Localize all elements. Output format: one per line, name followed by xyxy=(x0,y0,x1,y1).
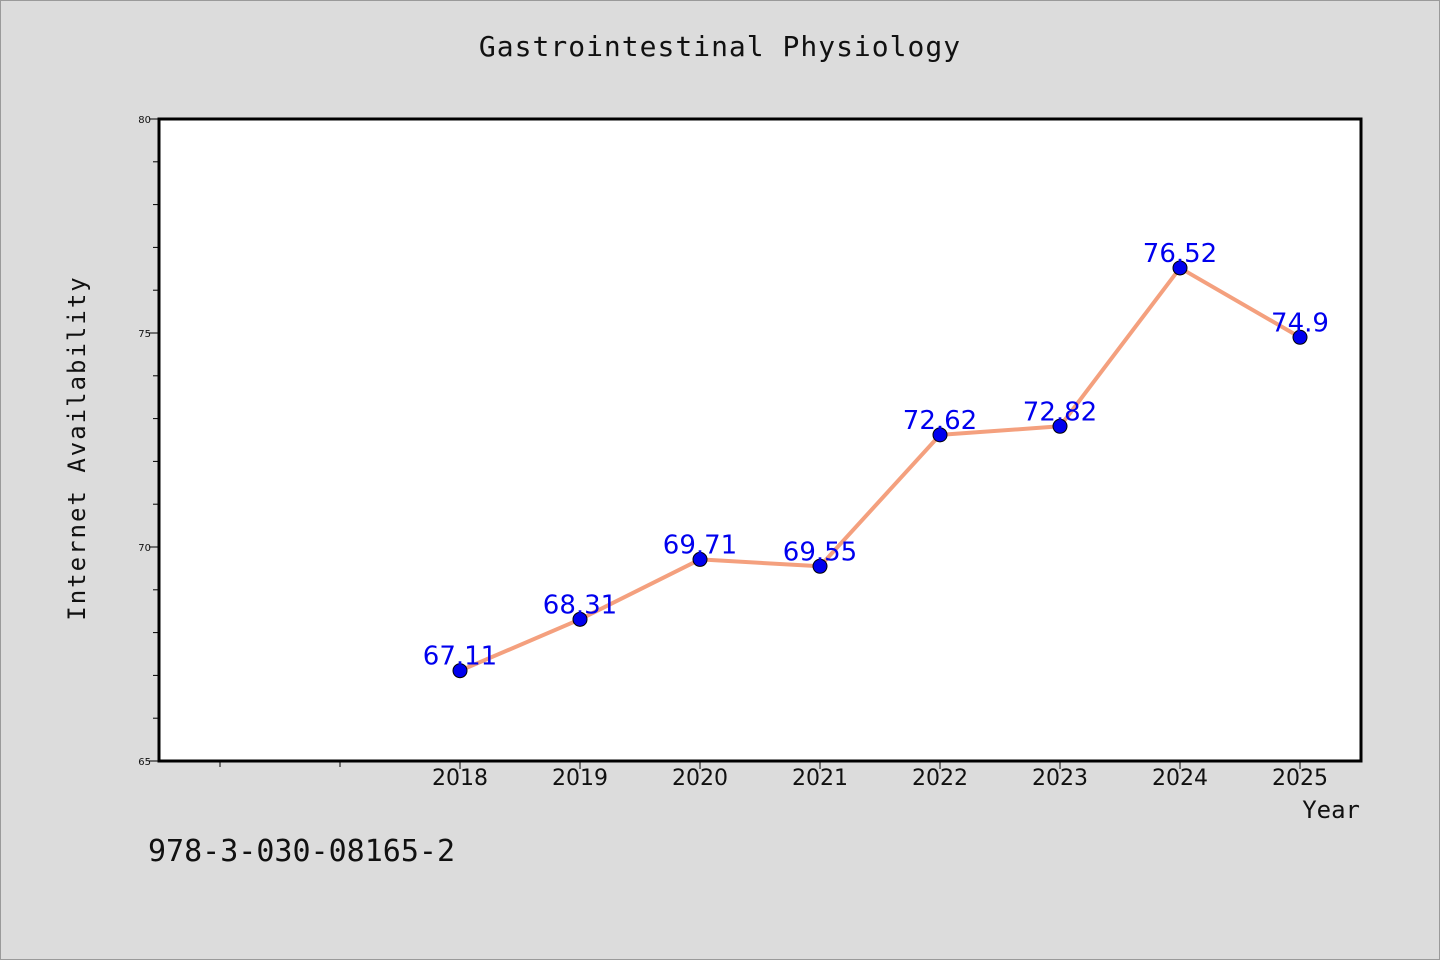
data-point xyxy=(812,558,828,574)
y-tick-label: 70 xyxy=(138,543,151,554)
x-tick-label: 2022 xyxy=(912,766,968,791)
series-line-layer xyxy=(458,265,1302,673)
x-tick-label: 2025 xyxy=(1272,766,1328,791)
plot-area xyxy=(157,117,1363,763)
data-label: 72.82 xyxy=(1023,397,1097,427)
data-point xyxy=(1052,418,1068,434)
data-point xyxy=(572,611,588,627)
y-tick-label: 75 xyxy=(138,329,151,340)
data-label: 69.71 xyxy=(663,530,737,560)
data-label: 67.11 xyxy=(423,642,497,672)
data-label: 69.55 xyxy=(783,537,857,567)
x-tick-label: 2024 xyxy=(1152,766,1208,791)
footer-code: 978-3-030-08165-2 xyxy=(148,834,456,869)
y-tick-label: 80 xyxy=(138,115,151,126)
data-label: 68.31 xyxy=(543,590,617,620)
data-point xyxy=(1172,260,1188,276)
data-point xyxy=(452,663,468,679)
chart-title: Gastrointestinal Physiology xyxy=(478,30,962,63)
x-tick-label: 2019 xyxy=(552,766,608,791)
x-tick-label: 2023 xyxy=(1032,766,1088,791)
x-axis-label: Year xyxy=(1302,796,1360,824)
data-point xyxy=(1292,329,1308,345)
data-label: 72.62 xyxy=(903,406,977,436)
data-label: 76.52 xyxy=(1143,239,1217,269)
axis-ticks: 65 70 75 80 2018 2019 2020 2021 2022 2023 2024 2025 xyxy=(138,115,1328,791)
data-point xyxy=(932,427,948,443)
x-tick-label: 2021 xyxy=(792,766,848,791)
markers-layer xyxy=(452,260,1308,679)
x-tick-label: 2018 xyxy=(432,766,488,791)
data-label: 74.9 xyxy=(1271,308,1329,338)
y-tick-label: 65 xyxy=(138,757,151,768)
data-point xyxy=(692,551,708,567)
data-labels-layer: 67.11 68.31 69.71 69.55 72.62 72.82 76.52 74.9 xyxy=(423,239,1329,672)
series-line xyxy=(458,265,1302,673)
x-tick-label: 2020 xyxy=(672,766,728,791)
